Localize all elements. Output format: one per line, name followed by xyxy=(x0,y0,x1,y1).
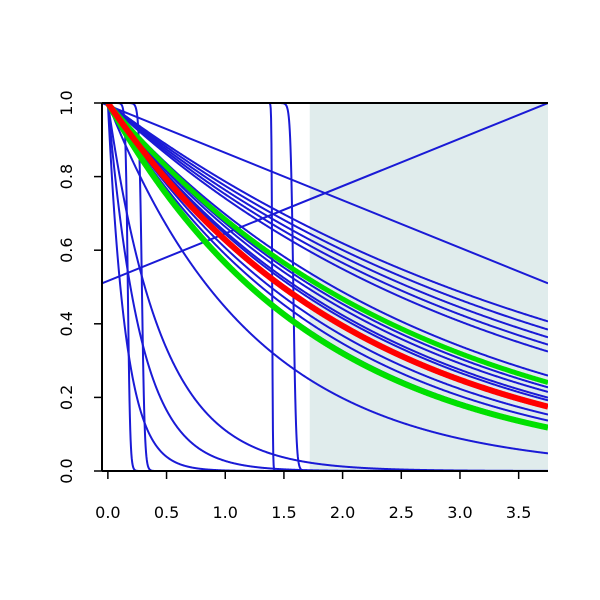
x-tick-label: 3.5 xyxy=(506,503,531,522)
y-tick-label: 0.0 xyxy=(57,458,76,483)
series-line-blue-11 xyxy=(107,103,548,422)
y-tick-label: 0.2 xyxy=(57,385,76,410)
x-tick-label: 2.5 xyxy=(389,503,414,522)
series-line-blue-7 xyxy=(107,103,548,393)
x-tick-label: 0.5 xyxy=(154,503,179,522)
y-tick-label: 0.4 xyxy=(57,311,76,336)
series-line-blue-15 xyxy=(102,103,548,285)
series-line-blue-3 xyxy=(107,103,548,346)
series-line-blue-4 xyxy=(107,103,548,353)
y-tick-label: 1.0 xyxy=(57,90,76,115)
series-line-blue-13 xyxy=(106,103,548,455)
series-line-blue-1 xyxy=(107,103,548,331)
series-line-blue-0 xyxy=(107,103,548,323)
series-line-blue-10 xyxy=(107,103,548,416)
x-ticks: 0.0 0.5 1.0 1.5 2.0 2.5 3.0 3.5 xyxy=(95,471,531,522)
x-tick-label: 2.0 xyxy=(330,503,355,522)
x-tick-label: 0.0 xyxy=(95,503,120,522)
series-line-blue-5 xyxy=(107,103,548,377)
series-line-green-24 xyxy=(105,103,548,431)
y-tick-label: 0.6 xyxy=(57,237,76,262)
y-tick-label: 0.8 xyxy=(57,164,76,189)
y-ticks: 0.0 0.2 0.4 0.6 0.8 1.0 xyxy=(57,90,102,484)
series-group xyxy=(102,103,548,471)
series-line-green-23 xyxy=(105,103,548,385)
x-tick-label: 1.0 xyxy=(213,503,238,522)
series-line-blue-8 xyxy=(107,103,548,399)
series-line-blue-2 xyxy=(107,103,548,339)
x-tick-label: 1.5 xyxy=(271,503,296,522)
x-tick-label: 3.0 xyxy=(447,503,472,522)
series-line-red-25 xyxy=(105,103,548,410)
series-line-blue-18 xyxy=(106,103,548,471)
